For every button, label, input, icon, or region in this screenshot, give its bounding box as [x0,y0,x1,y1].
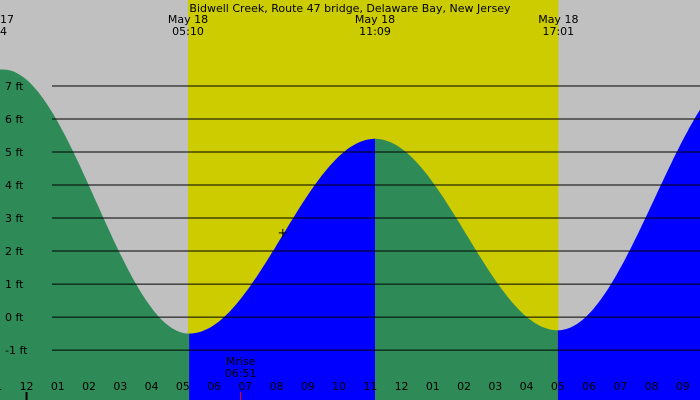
x-tick-label: 09 [676,380,690,393]
event-date: 17 [0,13,14,26]
x-tick-label: 01 [51,380,65,393]
event-date: May 18 [538,13,578,26]
event-date: May 18 [355,13,395,26]
y-tick-label: 5 ft [5,146,24,159]
y-tick-label: -1 ft [5,344,28,357]
x-tick-label: 12 [20,380,34,393]
y-tick-label: 2 ft [5,245,24,258]
x-tick-label: 12 [395,380,409,393]
event-date: May 18 [168,13,208,26]
x-tick-label: 06 [207,380,221,393]
current-time-marker [278,228,287,237]
gridlines [52,85,700,351]
x-tick-label: 08 [645,380,659,393]
x-axis-labels: 11 12 01 02 03 04 05 06 07 08 09 10 11 12 01 02 03 04 05 06… [0,380,690,400]
event-time: 17:01 [542,25,574,38]
x-tick-label: 05 [176,380,190,393]
moonrise-label: Mrise [226,355,256,368]
y-tick-label: 3 ft [5,212,24,225]
x-tick-label: 02 [457,380,471,393]
x-tick-label: 06 [582,380,596,393]
x-tick-label: 01 [426,380,440,393]
chart-title: Bidwell Creek, Route 47 bridge, Delaware… [189,2,511,15]
y-tick-label: 7 ft [5,80,24,93]
event-time: 4 [0,25,7,38]
y-axis-labels: -1 ft 0 ft 1 ft 2 ft 3 ft 4 ft 5 ft 6 ft 7 ft [5,80,28,357]
tide-areas [0,69,700,400]
tide-area-rising-4 [557,109,700,400]
x-tick-label: 11 [0,380,2,393]
x-tick-label: 03 [113,380,127,393]
x-tick-label: 03 [488,380,502,393]
x-tick-label: 04 [145,380,159,393]
y-tick-label: 1 ft [5,278,24,291]
y-tick-label: 0 ft [5,311,24,324]
x-tick-label: 02 [82,380,96,393]
x-tick-label: 10 [332,380,346,393]
x-tick-label: 05 [551,380,565,393]
chart-header: Bidwell Creek, Route 47 bridge, Delaware… [0,2,578,38]
event-time: 05:10 [172,25,204,38]
tide-area-rising-2 [189,138,375,400]
y-tick-label: 4 ft [5,179,24,192]
x-tick-label: 07 [613,380,627,393]
x-tick-label: 11 [363,380,377,393]
x-tick-label: 07 [238,380,252,393]
event-time: 11:09 [359,25,391,38]
tide-area-falling-3 [375,138,558,400]
x-tick-label: 04 [520,380,534,393]
x-tick-label: 09 [301,380,315,393]
moonrise-time: 06:51 [225,367,257,380]
x-tick-label: 08 [270,380,284,393]
y-tick-label: 6 ft [5,113,24,126]
